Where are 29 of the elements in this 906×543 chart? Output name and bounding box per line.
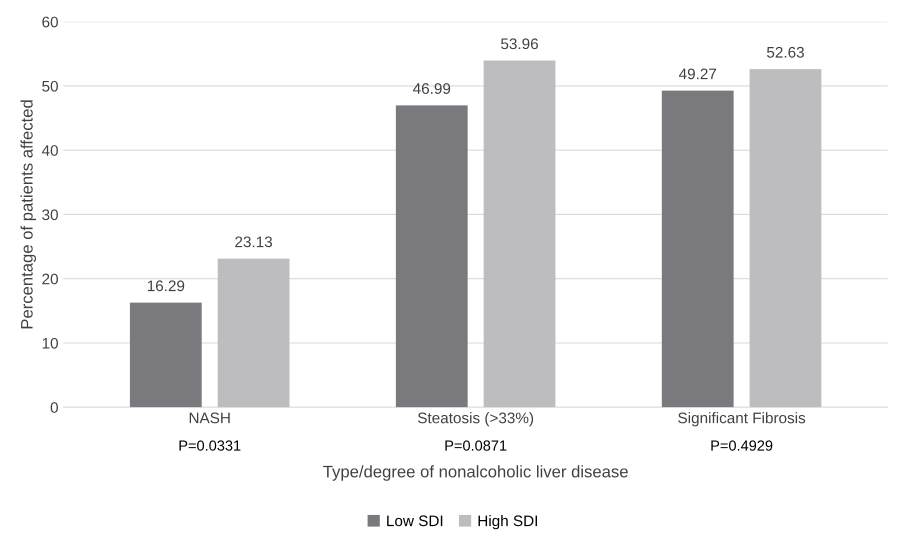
text: P=0.0871 bbox=[445, 440, 506, 451]
data-label: 52.63 bbox=[766, 46, 804, 58]
y-tick-label: 10 bbox=[42, 338, 58, 349]
data-label: 53.96 bbox=[501, 38, 538, 50]
y-tick-label: 40 bbox=[42, 145, 58, 156]
y-axis-title: Percentage of patients affected bbox=[20, 100, 36, 328]
text: P=0.4929 bbox=[711, 440, 772, 451]
y-tick-label: 30 bbox=[42, 209, 58, 220]
y-tick-label: 50 bbox=[42, 80, 58, 92]
bar bbox=[662, 90, 734, 408]
legend-label: Low SDI bbox=[387, 515, 442, 526]
data-label: 49.27 bbox=[678, 68, 716, 80]
y-tick-label: 20 bbox=[42, 274, 58, 284]
x-tick-label: Significant Fibrosis bbox=[678, 412, 806, 426]
bar bbox=[484, 60, 556, 408]
data-label: 16.29 bbox=[148, 280, 184, 292]
y-tick-label: 60 bbox=[42, 16, 58, 28]
x-axis-title: Type/degree of nonalcoholic liver disease bbox=[323, 465, 628, 481]
data-label: 23.13 bbox=[235, 236, 272, 248]
text: P=0.0331 bbox=[179, 440, 240, 451]
bar bbox=[750, 69, 822, 408]
x-tick-label: Steatosis (>33%) bbox=[418, 412, 534, 426]
bar bbox=[396, 105, 468, 408]
y-tick-label: 0 bbox=[50, 402, 58, 413]
data-label: 46.99 bbox=[413, 83, 450, 94]
x-tick-label: NASH bbox=[190, 412, 230, 424]
bar bbox=[218, 258, 290, 408]
legend-label: High SDI bbox=[478, 515, 537, 530]
bar bbox=[130, 302, 202, 408]
